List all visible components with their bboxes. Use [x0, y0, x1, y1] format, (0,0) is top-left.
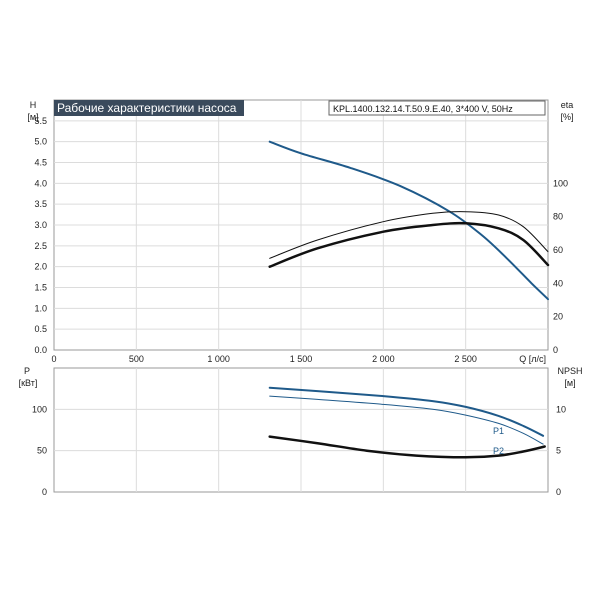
head-axis-unit: [м]: [27, 112, 38, 122]
power-axis-symbol: P: [24, 366, 30, 376]
power-npsh-chart: 0 50 100 0 5 10 P [кВт] NPSH [м] P1 P2: [19, 366, 583, 497]
head-efficiency-chart: 0.0 0.5 1.0 1.5 2.0 2.5 3.0 3.5 4.0 4.5 5.0 5.5 0 20…: [27, 99, 574, 364]
eta-axis-symbol: eta: [561, 100, 574, 110]
efficiency-curve-upper: [269, 211, 549, 259]
eta-tick-label: 40: [553, 278, 563, 288]
eta-tick-label: 0: [553, 345, 558, 355]
eta-axis-unit: [%]: [560, 112, 573, 122]
p1-series-label: P1: [493, 426, 504, 436]
head-tick-label: 0.5: [34, 324, 47, 334]
head-tick-label: 2.5: [34, 241, 47, 251]
eta-y-axis-ticks: 0 20 40 60 80 100: [553, 178, 568, 355]
head-curve: [268, 140, 549, 301]
head-tick-label: 3.0: [34, 220, 47, 230]
head-plot-series: [268, 140, 550, 301]
pump-model-label: KPL.1400.132.14.T.50.9.E.40, 3*400 V, 50…: [333, 104, 513, 114]
flow-tick-label: 2 500: [454, 354, 477, 364]
head-tick-label: 3.5: [34, 199, 47, 209]
npsh-axis-symbol: NPSH: [557, 366, 582, 376]
npsh-axis-unit: [м]: [564, 378, 575, 388]
p2-series-label: P2: [493, 446, 504, 456]
flow-tick-label: 0: [51, 354, 56, 364]
flow-tick-label: 1 500: [290, 354, 313, 364]
power-y-axis-ticks: 0 50 100: [32, 404, 47, 497]
eta-tick-label: 20: [553, 312, 563, 322]
head-plot-grid: [54, 100, 548, 350]
flow-x-axis-ticks: 0 500 1 000 1 500 2 000 2 500: [51, 354, 476, 364]
power-tick-label: 0: [42, 487, 47, 497]
npsh-tick-label: 0: [556, 487, 561, 497]
npsh-curve: [268, 435, 546, 459]
power-p1-curve: [268, 386, 545, 437]
chart-title: Рабочие характеристики насоса: [57, 101, 237, 115]
flow-tick-label: 1 000: [207, 354, 230, 364]
eta-tick-label: 100: [553, 178, 568, 188]
head-tick-label: 4.0: [34, 178, 47, 188]
head-tick-label: 1.5: [34, 283, 47, 293]
pump-model-box: [328, 100, 546, 116]
head-tick-label: 1.0: [34, 303, 47, 313]
flow-tick-label: 500: [129, 354, 144, 364]
npsh-tick-label: 10: [556, 404, 566, 414]
head-tick-label: 0.0: [34, 345, 47, 355]
head-tick-label: 4.5: [34, 158, 47, 168]
eta-tick-label: 60: [553, 245, 563, 255]
head-tick-label: 2.0: [34, 262, 47, 272]
power-tick-label: 100: [32, 404, 47, 414]
head-y-axis-ticks: 0.0 0.5 1.0 1.5 2.0 2.5 3.0 3.5 4.0 4.5 5.0 5.5: [34, 116, 47, 355]
flow-tick-label: 2 000: [372, 354, 395, 364]
flow-axis-label: Q [л/с]: [519, 354, 546, 364]
power-tick-label: 50: [37, 446, 47, 456]
npsh-y-axis-ticks: 0 5 10: [556, 404, 566, 497]
power-plot-grid: [54, 368, 548, 492]
head-tick-label: 5.0: [34, 137, 47, 147]
power-plot-series: [268, 386, 546, 459]
npsh-tick-label: 5: [556, 446, 561, 456]
power-axis-unit: [кВт]: [19, 378, 38, 388]
chart-title-box: [54, 100, 244, 116]
head-axis-symbol: H: [30, 100, 37, 110]
eta-tick-label: 80: [553, 212, 563, 222]
head-tick-label: 5.5: [34, 116, 47, 126]
efficiency-curve-lower: [268, 221, 550, 268]
power-p2-curve: [269, 395, 544, 445]
